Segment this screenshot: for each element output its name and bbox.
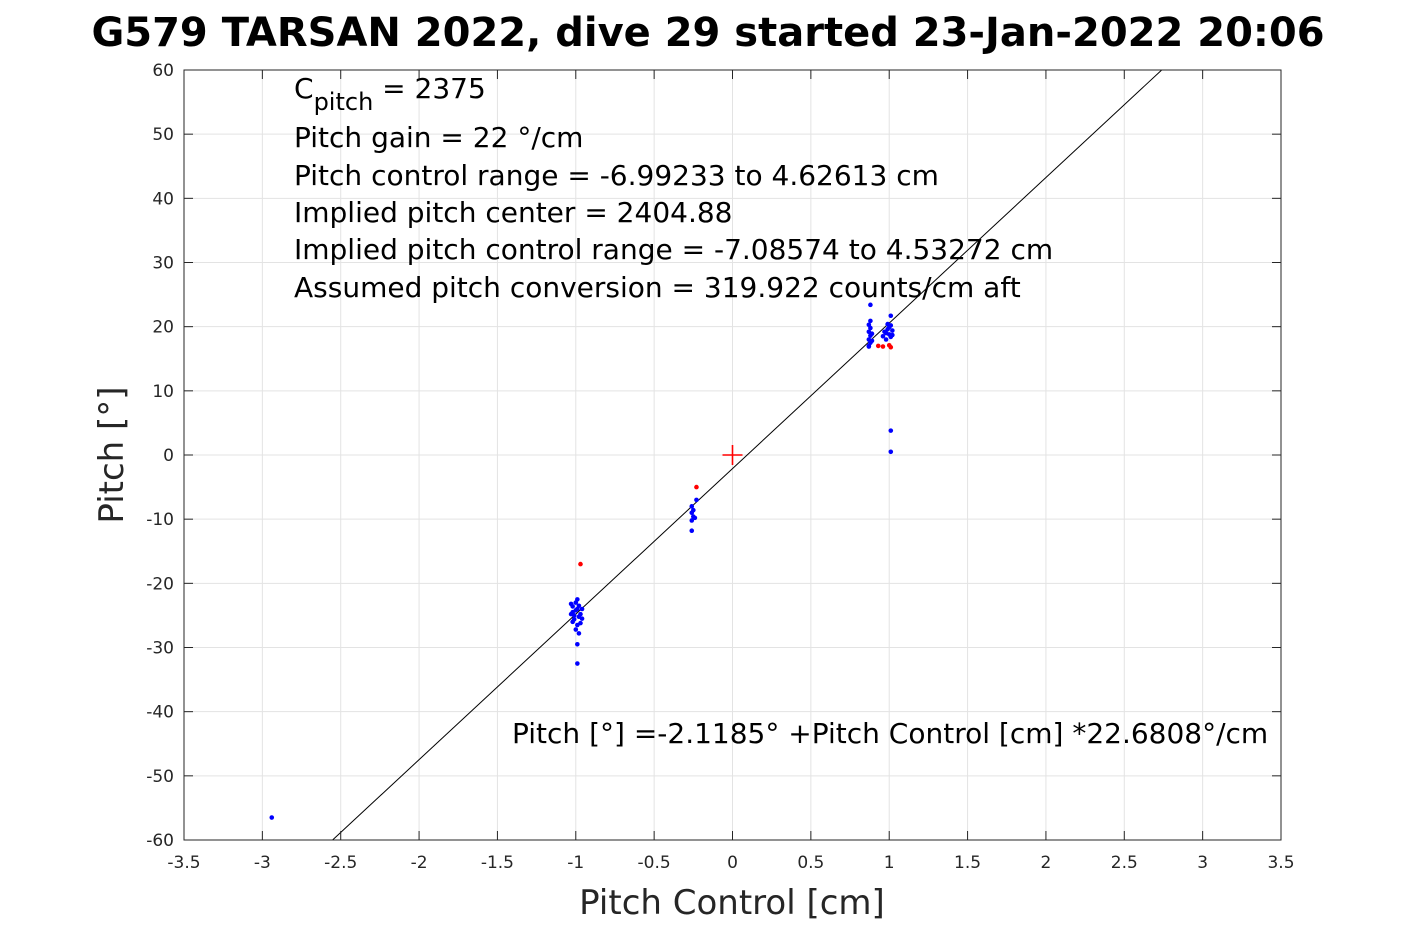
data-points: [269, 302, 895, 820]
annotation-block: Cpitch = 2375 Pitch gain = 22 °/cm Pitch…: [294, 72, 1053, 304]
y-tick-label: 20: [152, 318, 174, 338]
x-tick-label: 2: [1041, 853, 1052, 873]
y-tick-label: -20: [146, 574, 174, 594]
data-point: [575, 661, 580, 666]
data-point: [868, 302, 873, 308]
data-point: [579, 606, 585, 612]
x-tick-label: 2.5: [1111, 853, 1138, 873]
y-tick-label: -50: [146, 767, 174, 787]
y-tick-label: -10: [146, 510, 174, 530]
data-point: [880, 344, 886, 349]
x-tick-label: -3: [254, 853, 271, 873]
c-pitch-label: C: [294, 72, 314, 105]
center-marker-layer: [722, 445, 743, 465]
grid: [183, 69, 1282, 841]
data-point: [689, 518, 695, 523]
implied-pitch-center-annotation: Implied pitch center = 2404.88: [294, 196, 732, 229]
y-tick-label: 60: [152, 61, 174, 81]
y-tick-label: -40: [146, 703, 174, 723]
data-point: [689, 528, 695, 534]
data-point: [573, 607, 579, 613]
x-tick-label: -3.5: [167, 853, 200, 873]
x-tick-label: 0: [727, 853, 738, 873]
assumed-pitch-conversion-annotation: Assumed pitch conversion = 319.922 count…: [294, 271, 1021, 304]
x-tick-label: -0.5: [638, 853, 671, 873]
x-tick-label: 3.5: [1267, 853, 1294, 873]
data-point: [691, 507, 696, 513]
pitch-control-range-annotation: Pitch control range = -6.99233 to 4.6261…: [294, 159, 939, 192]
x-tick-label: -1: [567, 853, 584, 873]
data-point: [575, 641, 580, 647]
data-point: [866, 322, 872, 328]
data-point: [869, 338, 875, 344]
data-point: [694, 484, 699, 490]
data-point: [888, 323, 894, 328]
c-pitch-annotation: Cpitch = 2375: [294, 72, 486, 116]
data-point: [578, 620, 583, 626]
data-point: [888, 428, 894, 433]
y-tick-label: 30: [152, 254, 174, 274]
data-point: [888, 313, 894, 319]
data-point: [866, 344, 872, 349]
data-point: [890, 328, 895, 333]
x-tick-label: -2.5: [324, 853, 357, 873]
data-point: [578, 611, 583, 617]
axes: [183, 69, 1282, 841]
data-point: [571, 613, 577, 618]
fit-line-layer: [332, 69, 1163, 841]
data-point: [880, 333, 886, 339]
x-tick-label: -2: [411, 853, 428, 873]
c-pitch-subscript: pitch: [314, 88, 374, 116]
x-tick-label: 3: [1197, 853, 1208, 873]
data-point: [883, 330, 889, 336]
data-point: [888, 344, 894, 350]
y-axis-label: Pitch [°]: [92, 386, 132, 523]
x-axis-label: Pitch Control [cm]: [579, 883, 885, 923]
x-tick-label: -1.5: [481, 853, 514, 873]
implied-pitch-control-range-annotation: Implied pitch control range = -7.08574 t…: [294, 233, 1053, 266]
x-tick-label: 1.5: [954, 853, 981, 873]
x-tick-label: 1: [884, 853, 895, 873]
y-tick-label: -60: [146, 831, 174, 851]
y-tick-label: 40: [152, 189, 174, 209]
data-point: [578, 561, 583, 567]
center-marker: [722, 445, 743, 465]
x-tick-labels: -3.5 -3 -2.5 -2 -1.5 -1 -0.5 0 0.5 1 1.5 2 2.5 3 3.5: [167, 853, 1294, 873]
data-point: [575, 597, 580, 602]
y-tick-label: 10: [152, 382, 174, 402]
data-point: [875, 343, 881, 349]
data-point: [570, 604, 575, 609]
c-pitch-value: = 2375: [373, 72, 486, 105]
pitch-gain-annotation: Pitch gain = 22 °/cm: [294, 121, 583, 154]
y-tick-label: 50: [152, 125, 174, 145]
data-point: [573, 627, 579, 632]
chart-title: G579 TARSAN 2022, dive 29 started 23-Jan…: [91, 10, 1324, 56]
fit-equation-annotation: Pitch [°] =-2.1185° +Pitch Control [cm] …: [512, 717, 1268, 750]
x-tick-label: 0.5: [797, 853, 824, 873]
data-point: [689, 504, 695, 509]
fit-line: [332, 69, 1163, 841]
data-point: [269, 815, 275, 820]
data-point: [890, 332, 895, 338]
y-tick-label: 0: [163, 446, 174, 466]
data-point: [888, 449, 894, 455]
data-point: [692, 515, 698, 521]
data-point: [694, 497, 699, 503]
data-point: [883, 337, 889, 342]
y-tick-labels: -60 -50 -40 -30 -20 -10 0 10 20 30 40 50 60: [146, 61, 174, 851]
data-point: [579, 616, 585, 621]
y-tick-label: -30: [146, 639, 174, 659]
data-point: [868, 318, 873, 324]
data-point: [869, 331, 875, 337]
data-point: [576, 631, 582, 636]
data-point: [570, 619, 575, 625]
data-point: [576, 603, 582, 609]
